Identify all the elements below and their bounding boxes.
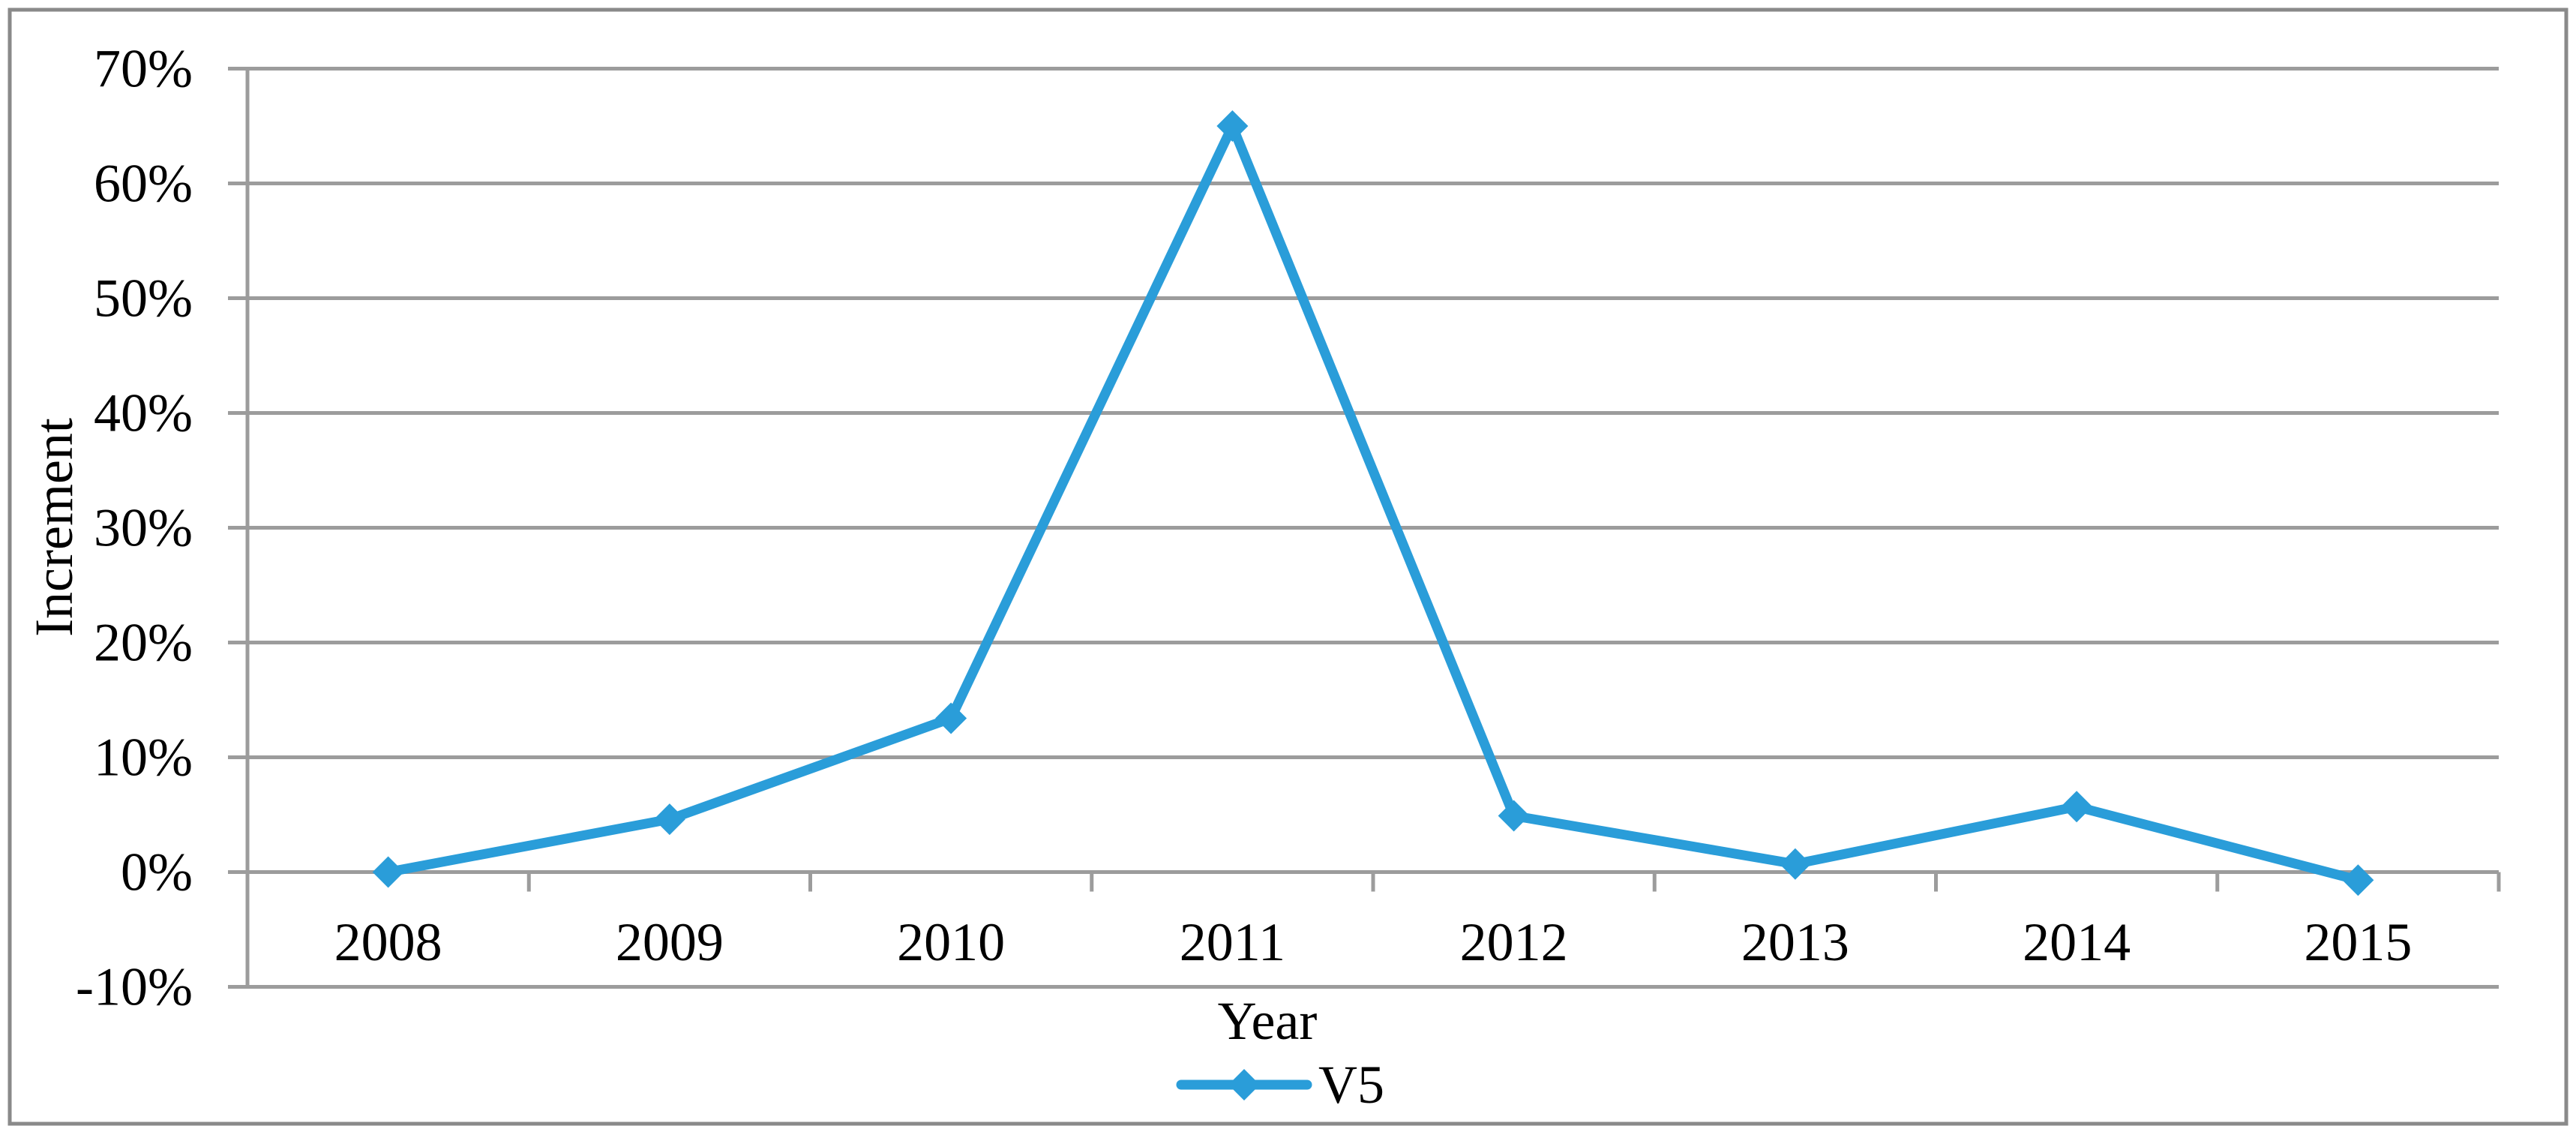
- series-line-v5: [387, 113, 2360, 885]
- x-tick-label: 2014: [2023, 912, 2131, 972]
- chart-outer-border: [7, 8, 2569, 1126]
- y-tick-label: 10%: [94, 728, 193, 788]
- data-point-marker: [372, 856, 404, 888]
- data-point-marker: [2342, 864, 2374, 896]
- series-v5: [372, 110, 2374, 896]
- x-tick-label: 2011: [1180, 912, 1285, 972]
- legend-series-label: V5: [1318, 1055, 1384, 1115]
- gridlines: [247, 67, 2499, 989]
- data-point-marker: [653, 803, 685, 836]
- x-tick-label: 2008: [334, 912, 442, 972]
- data-point-marker: [1498, 800, 1530, 832]
- y-tick-label: 50%: [94, 269, 193, 329]
- x-tick-label: 2010: [897, 912, 1005, 972]
- y-tick-label: 30%: [94, 498, 193, 558]
- y-tick-label: 70%: [94, 39, 193, 99]
- x-tick-labels: 2008 2009 2010 2011 2012 2013 2014 2015: [334, 912, 2413, 972]
- y-tick-labels: 70% 60% 50% 40% 30% 20% 10% 0% -10%: [76, 39, 193, 1017]
- data-point-marker: [935, 702, 967, 734]
- y-tick-label: -10%: [76, 957, 193, 1017]
- y-tick-label: 0%: [121, 842, 193, 902]
- y-tick-label: 60%: [94, 154, 193, 214]
- x-tick-label: 2013: [1741, 912, 1849, 972]
- y-tick-label: 40%: [94, 383, 193, 443]
- legend: V5: [1176, 1055, 1384, 1115]
- x-tick-label: 2009: [616, 912, 724, 972]
- x-tick-label: 2015: [2304, 912, 2412, 972]
- data-point-marker: [1779, 848, 1811, 880]
- x-axis-title: Year: [1218, 991, 1318, 1051]
- legend-diamond-marker-icon: [1228, 1069, 1260, 1100]
- axes: [228, 67, 2501, 989]
- x-tick-label: 2012: [1460, 912, 1568, 972]
- data-point-marker: [1216, 110, 1249, 142]
- y-axis-title: Increment: [24, 418, 84, 637]
- y-tick-label: 20%: [94, 613, 193, 673]
- data-point-marker: [2061, 791, 2093, 823]
